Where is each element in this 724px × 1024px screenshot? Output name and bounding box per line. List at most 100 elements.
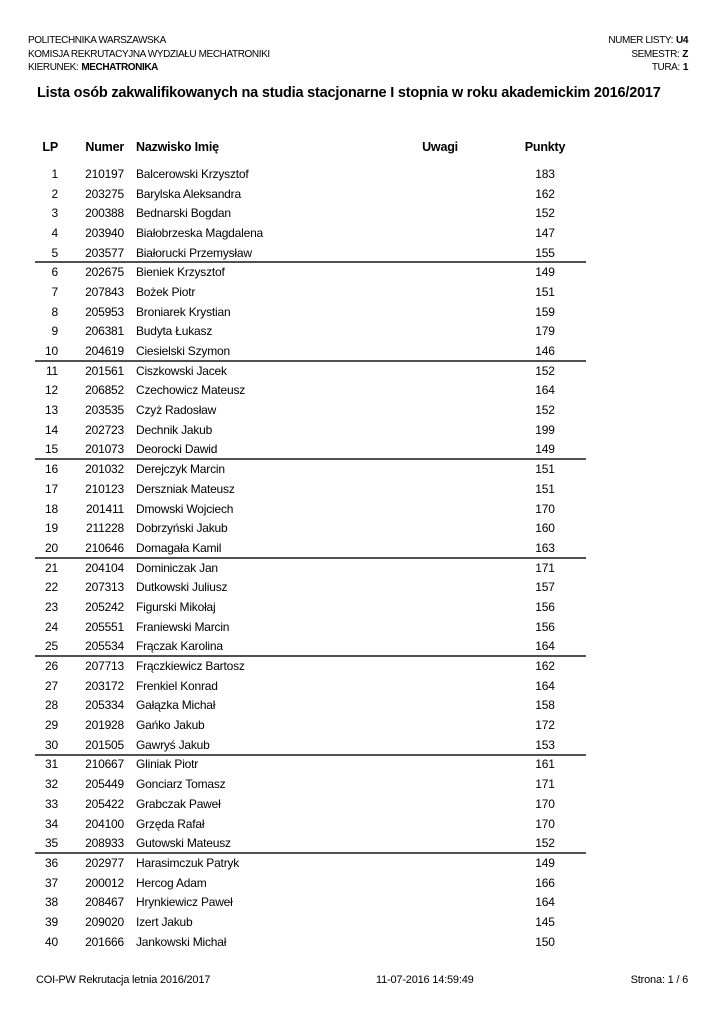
row-lp: 36 [45,855,58,870]
row-lp: 10 [45,344,58,359]
row-name: Dechnik Jakub [136,422,213,437]
semester-line: SEMESTR: Z [608,48,688,62]
table-row: 22 207313 Dutkowski Juliusz 157 [0,577,586,597]
field-of-study-value: MECHATRONIKA [81,62,158,73]
committee-name: KOMISJA REKRUTACYJNA WYDZIAŁU MECHATRONI… [28,48,270,60]
row-lp: 14 [45,422,58,437]
footer-page-number: Strona: 1 / 6 [630,974,689,986]
row-lp: 5 [51,245,59,260]
table-row: 35 208933 Gutowski Mateusz 152 [0,833,586,854]
row-punkty: 145 [535,914,555,929]
row-punkty: 151 [535,481,555,496]
row-lp: 4 [51,225,59,240]
row-name: Izert Jakub [136,914,193,929]
table-row: 26 207713 Frączkiewicz Bartosz 162 [0,656,586,676]
table-row: 17 210123 Derszniak Mateusz 151 [0,479,586,499]
row-numer: 203940 [85,225,124,240]
table-row: 25 205534 Frączak Karolina 164 [0,637,586,657]
row-numer: 209020 [85,914,124,929]
table-row: 9 206381 Budyta Łukasz 179 [0,322,586,342]
row-lp: 23 [45,599,58,614]
row-name: Harasimczuk Patryk [136,855,240,870]
row-punkty: 151 [535,284,555,299]
row-lp: 9 [51,324,59,339]
table-row: 3 200388 Bednarski Bogdan 152 [0,203,586,223]
table-row: 18 201411 Dmowski Wojciech 170 [0,499,586,519]
row-lp: 40 [45,934,58,949]
row-lp: 17 [45,481,58,496]
row-punkty: 170 [535,796,555,811]
table-row: 39 209020 Izert Jakub 145 [0,912,586,932]
row-name: Grzęda Rafał [136,816,205,831]
row-numer: 201505 [85,737,124,752]
row-name: Frączak Karolina [136,639,223,654]
row-numer: 211228 [86,521,124,536]
row-lp: 37 [45,875,58,890]
row-lp: 13 [45,403,58,418]
row-lp: 28 [45,698,58,713]
row-name: Białorucki Przemysław [136,245,252,260]
row-numer: 205334 [85,698,124,713]
row-lp: 20 [45,540,58,555]
row-numer: 207713 [85,659,124,674]
row-punkty: 164 [535,639,555,654]
row-lp: 27 [45,678,58,693]
row-name: Białobrzeska Magdalena [136,225,264,240]
list-number-line: NUMER LISTY: U4 [608,34,688,48]
row-punkty: 152 [535,403,555,418]
column-header-punkty: Punkty [524,140,566,154]
column-header-uwagi: Uwagi [422,140,458,154]
table-row: 28 205334 Gałązka Michał 158 [0,696,586,716]
row-numer: 204100 [85,816,124,831]
row-numer: 203577 [85,245,124,260]
table-row: 14 202723 Dechnik Jakub 199 [0,420,586,440]
column-header-numer: Numer [85,140,124,154]
row-lp: 3 [51,206,59,221]
table-row: 30 201505 Gawryś Jakub 153 [0,735,586,756]
row-punkty: 164 [535,895,555,910]
header-left-block: POLITECHNIKA WARSZAWSKA KOMISJA REKRUTAC… [28,34,270,75]
row-numer: 210197 [85,166,124,181]
row-numer: 210646 [85,540,124,555]
row-numer: 201411 [86,501,124,516]
table-row: 33 205422 Grabczak Paweł 170 [0,794,586,814]
semester-label: SEMESTR: [631,48,680,60]
table-row: 8 205953 Broniarek Krystian 159 [0,302,586,322]
table-row: 10 204619 Ciesielski Szymon 146 [0,341,586,362]
row-lp: 25 [45,639,58,654]
row-punkty: 152 [535,363,555,378]
row-name: Gutowski Mateusz [136,836,231,851]
row-name: Bieniek Krzysztof [136,265,225,280]
row-name: Dominiczak Jan [136,560,218,575]
row-numer: 206852 [85,383,124,398]
header-right-block: NUMER LISTY: U4 SEMESTR: Z TURA: 1 [608,34,688,75]
round-label: TURA: [651,62,680,73]
row-numer: 202723 [85,422,124,437]
row-numer: 207843 [85,284,124,299]
table-row: 20 210646 Domagała Kamil 163 [0,538,586,559]
row-punkty: 163 [535,540,555,555]
row-name: Czyż Radosław [136,403,217,418]
row-name: Broniarek Krystian [136,304,231,319]
table-row: 5 203577 Białorucki Przemysław 155 [0,243,586,264]
row-lp: 19 [45,521,58,536]
row-lp: 30 [45,737,58,752]
row-lp: 26 [45,659,58,674]
row-numer: 208467 [85,895,124,910]
row-punkty: 179 [535,324,555,339]
row-lp: 32 [45,777,58,792]
row-name: Balcerowski Krzysztof [136,166,249,181]
row-name: Dmowski Wojciech [136,501,234,516]
row-punkty: 183 [535,166,555,181]
row-numer: 207313 [85,580,124,595]
table-row: 36 202977 Harasimczuk Patryk 149 [0,853,586,873]
row-lp: 33 [45,796,58,811]
round-line: TURA: 1 [608,61,689,75]
row-name: Budyta Łukasz [136,324,213,339]
table-row: 34 204100 Grzęda Rafał 170 [0,814,586,834]
row-numer: 210123 [85,481,124,496]
table-row: 19 211228 Dobrzyński Jakub 160 [0,518,586,538]
row-numer: 205449 [85,777,124,792]
row-name: Figurski Mikołaj [136,599,216,614]
row-numer: 200388 [85,206,124,221]
